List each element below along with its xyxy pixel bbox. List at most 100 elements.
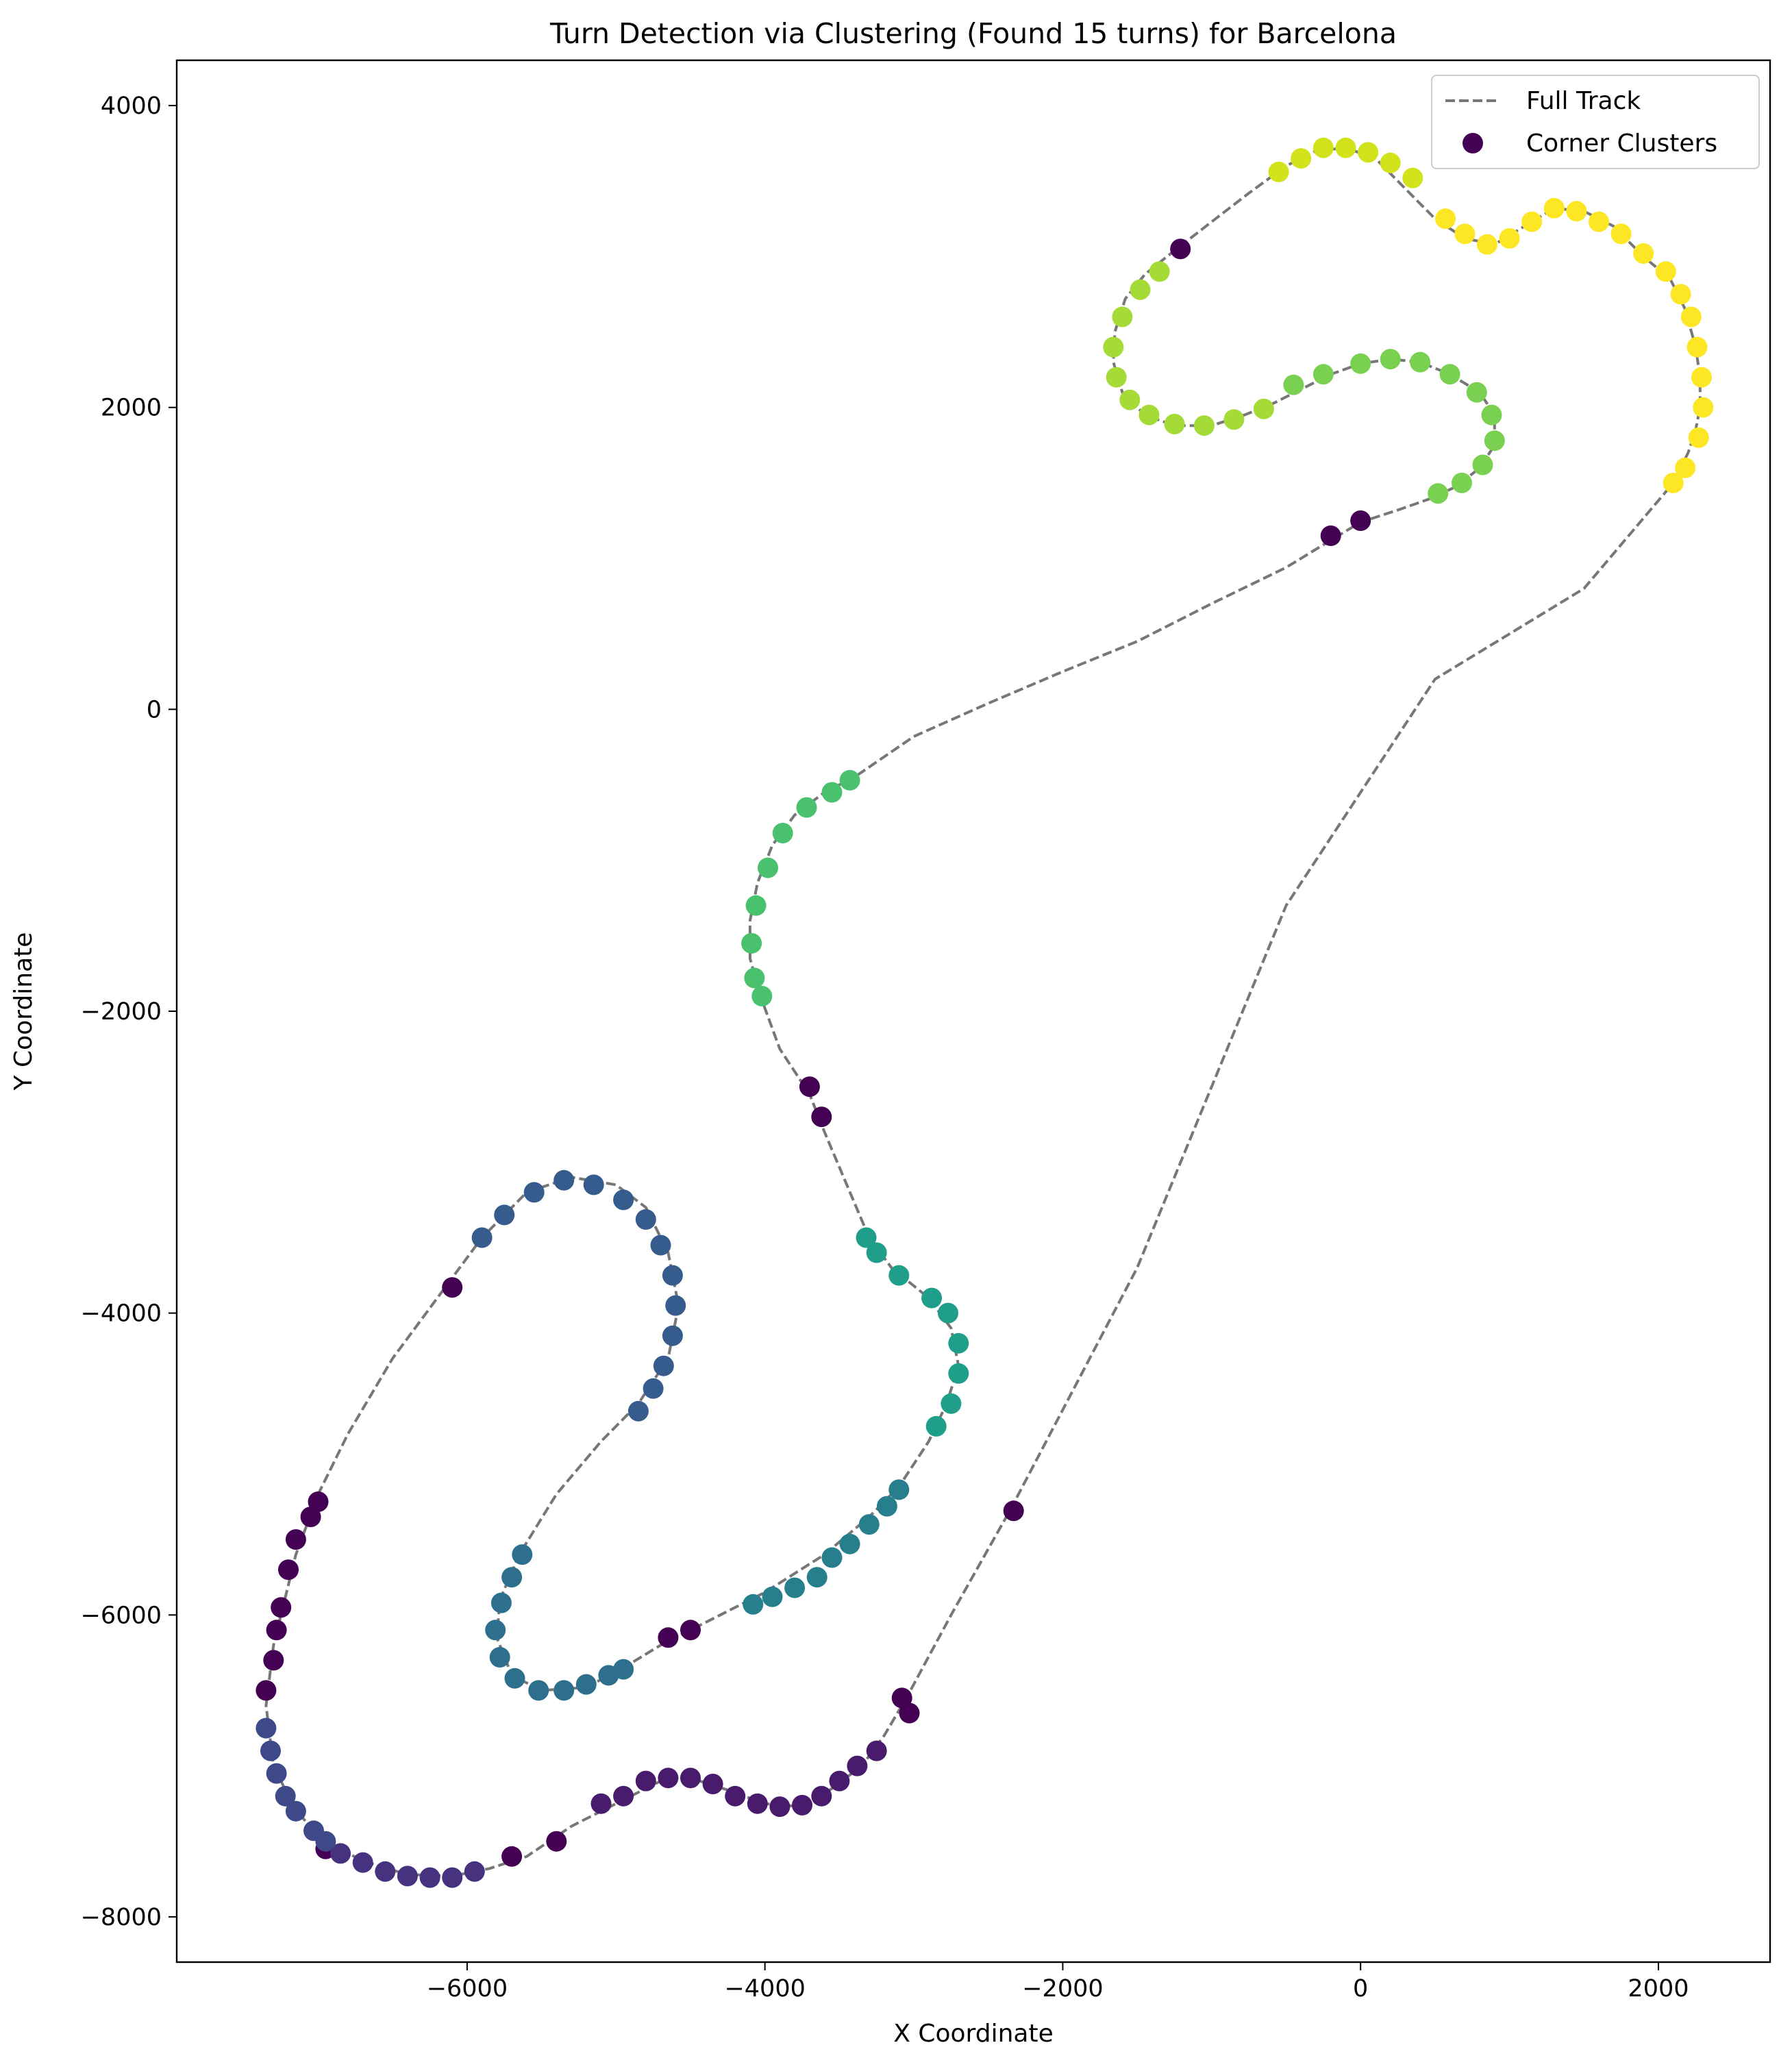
cluster-0-point-7	[442, 1277, 463, 1298]
cluster-2-point-3	[397, 1866, 418, 1887]
cluster-4-point-6	[635, 1209, 656, 1230]
cluster-3-point-1	[260, 1740, 281, 1761]
cluster-7-point-5	[948, 1333, 969, 1354]
cluster-12-point-11	[1670, 284, 1691, 305]
cluster-0-point-11	[256, 1680, 277, 1701]
x-axis: −6000 −4000 −2000 0 2000	[427, 1962, 1689, 2003]
cluster-9-point-9	[1472, 454, 1493, 475]
x-tick-label: −6000	[427, 1975, 508, 2003]
cluster-12-point-18	[1663, 472, 1684, 493]
cluster-12-point-3	[1499, 228, 1520, 249]
cluster-6-point-5	[839, 1533, 860, 1554]
cluster-7-point-8	[925, 1415, 947, 1437]
cluster-6-point-3	[806, 1567, 827, 1588]
cluster-12-point-5	[1543, 197, 1565, 219]
cluster-10-point-0	[1149, 261, 1170, 282]
cluster-12-point-8	[1610, 223, 1632, 245]
cluster-3-point-0	[256, 1718, 277, 1739]
cluster-9-point-8	[1484, 430, 1505, 451]
cluster-8-point-6	[741, 932, 762, 954]
cluster-6-point-4	[821, 1547, 843, 1568]
cluster-4-point-12	[643, 1378, 664, 1399]
cluster-10-point-4	[1106, 367, 1127, 388]
cluster-7-point-0	[856, 1227, 877, 1248]
cluster-1-point-2	[635, 1770, 656, 1792]
plot-frame	[177, 60, 1770, 1962]
cluster-2-point-5	[442, 1867, 463, 1888]
cluster-1-point-7	[747, 1793, 768, 1814]
cluster-1-point-1	[613, 1785, 634, 1807]
x-tick-label: −2000	[1022, 1975, 1103, 2003]
cluster-12-point-15	[1693, 397, 1714, 418]
cluster-12-point-12	[1680, 306, 1702, 327]
cluster-8-point-4	[758, 857, 778, 878]
cluster-4-point-8	[662, 1265, 683, 1286]
cluster-5-point-10	[613, 1659, 634, 1680]
cluster-4-point-0	[471, 1227, 493, 1248]
cluster-5-point-4	[489, 1647, 510, 1668]
cluster-0-point-12	[263, 1650, 284, 1671]
cluster-0-point-16	[285, 1529, 306, 1550]
cluster-8-point-8	[751, 986, 773, 1006]
y-tick-label: −8000	[81, 1904, 162, 1931]
cluster-8-point-3	[772, 823, 793, 843]
cluster-0-point-21	[546, 1831, 567, 1852]
cluster-3-point-2	[266, 1763, 287, 1784]
cluster-11-point-1	[1291, 148, 1312, 169]
cluster-0-point-1	[1320, 525, 1341, 546]
cluster-4-point-7	[650, 1235, 671, 1256]
cluster-1-point-8	[769, 1796, 791, 1818]
cluster-7-point-1	[866, 1242, 887, 1263]
cluster-9-point-11	[1428, 483, 1449, 504]
cluster-0-point-0	[1170, 238, 1191, 260]
cluster-12-point-7	[1589, 211, 1609, 232]
cluster-8-point-2	[796, 797, 817, 818]
legend-cluster-label: Corner Clusters	[1526, 129, 1717, 158]
y-tick-label: 2000	[101, 395, 162, 422]
cluster-12-point-1	[1454, 223, 1476, 245]
cluster-10-point-2	[1112, 306, 1133, 327]
cluster-1-point-12	[847, 1755, 868, 1776]
legend-track-label: Full Track	[1526, 87, 1641, 115]
cluster-5-point-2	[490, 1592, 512, 1613]
cluster-2-point-1	[352, 1852, 373, 1873]
cluster-7-point-6	[948, 1363, 969, 1384]
cluster-7-point-3	[921, 1287, 943, 1309]
y-tick-label: −6000	[81, 1602, 162, 1629]
cluster-11-point-0	[1268, 162, 1289, 182]
cluster-0-point-18	[308, 1491, 329, 1512]
y-tick-label: −2000	[81, 998, 162, 1026]
cluster-9-point-6	[1466, 382, 1487, 403]
cluster-9-point-2	[1350, 353, 1371, 374]
cluster-0-point-13	[266, 1620, 287, 1641]
cluster-9-point-0	[1283, 374, 1304, 395]
legend-cluster-swatch	[1463, 133, 1483, 153]
cluster-9-point-5	[1439, 364, 1460, 385]
cluster-5-point-5	[504, 1668, 525, 1689]
cluster-0-point-14	[271, 1597, 292, 1618]
cluster-6-point-2	[784, 1577, 806, 1598]
cluster-4-point-2	[523, 1182, 545, 1203]
cluster-1-point-4	[680, 1768, 701, 1789]
cluster-0-point-6	[680, 1620, 701, 1641]
cluster-5-point-0	[512, 1544, 533, 1565]
cluster-4-point-5	[613, 1189, 634, 1211]
cluster-1-point-11	[829, 1770, 850, 1792]
cluster-0-point-3	[799, 1076, 820, 1098]
cluster-8-point-0	[839, 769, 860, 791]
cluster-9-point-4	[1410, 351, 1431, 373]
cluster-9-point-1	[1312, 364, 1334, 385]
cluster-0-point-8	[1003, 1500, 1024, 1522]
cluster-8-point-5	[745, 895, 767, 916]
cluster-11-point-4	[1358, 142, 1379, 163]
cluster-6-point-0	[743, 1594, 764, 1615]
cluster-5-point-8	[575, 1674, 597, 1695]
cluster-1-point-0	[590, 1793, 612, 1814]
cluster-8-point-1	[821, 782, 843, 803]
cluster-10-point-10	[1253, 398, 1274, 419]
cluster-7-point-2	[888, 1265, 910, 1286]
cluster-3-point-6	[315, 1831, 336, 1852]
chart-title: Turn Detection via Clustering (Found 15 …	[549, 17, 1397, 50]
cluster-0-point-15	[278, 1559, 299, 1581]
